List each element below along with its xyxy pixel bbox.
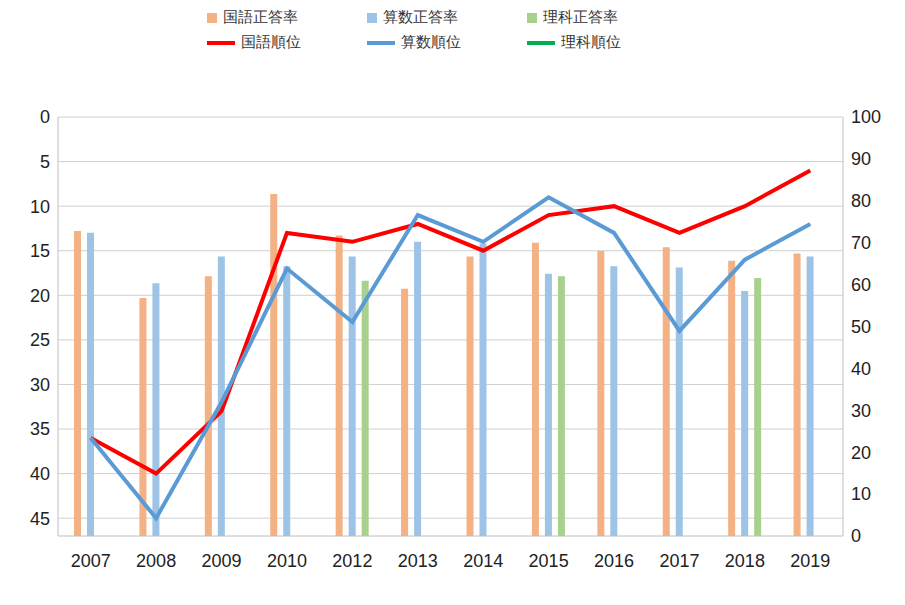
svg-text:2009: 2009 bbox=[202, 551, 242, 571]
html-text:算数正答率: 算数正答率 bbox=[382, 8, 458, 25]
svg-text:2013: 2013 bbox=[398, 551, 438, 571]
svg-text:5: 5 bbox=[40, 152, 50, 172]
svg-text:2012: 2012 bbox=[332, 551, 372, 571]
html-text:算数順位: 算数順位 bbox=[400, 33, 461, 50]
svg-text:30: 30 bbox=[30, 375, 50, 395]
svg-text:100: 100 bbox=[851, 107, 881, 127]
svg-text:2008: 2008 bbox=[136, 551, 176, 571]
svg-text:20: 20 bbox=[30, 286, 50, 306]
svg-text:10: 10 bbox=[851, 484, 871, 504]
svg-text:15: 15 bbox=[30, 241, 50, 261]
svg-text:60: 60 bbox=[851, 275, 871, 295]
html-text:国語順位: 国語順位 bbox=[240, 33, 301, 50]
svg-text:35: 35 bbox=[30, 419, 50, 439]
svg-text:90: 90 bbox=[851, 149, 871, 169]
svg-text:2007: 2007 bbox=[71, 551, 111, 571]
svg-text:2016: 2016 bbox=[594, 551, 634, 571]
svg-text:0: 0 bbox=[40, 107, 50, 127]
svg-text:40: 40 bbox=[851, 359, 871, 379]
svg-text:2015: 2015 bbox=[529, 551, 569, 571]
svg-text:25: 25 bbox=[30, 330, 50, 350]
svg-text:0: 0 bbox=[851, 526, 861, 546]
html-text:国語正答率: 国語正答率 bbox=[222, 8, 298, 25]
svg-text:30: 30 bbox=[851, 401, 871, 421]
svg-text:2017: 2017 bbox=[659, 551, 699, 571]
svg-text:80: 80 bbox=[851, 191, 871, 211]
html-text:理科正答率: 理科正答率 bbox=[542, 8, 618, 25]
svg-text:2010: 2010 bbox=[267, 551, 307, 571]
svg-text:20: 20 bbox=[851, 443, 871, 463]
html-text:理科順位: 理科順位 bbox=[560, 33, 621, 50]
svg-text:50: 50 bbox=[851, 317, 871, 337]
svg-text:2018: 2018 bbox=[725, 551, 765, 571]
svg-text:2014: 2014 bbox=[463, 551, 503, 571]
svg-text:40: 40 bbox=[30, 464, 50, 484]
svg-text:10: 10 bbox=[30, 197, 50, 217]
svg-text:2019: 2019 bbox=[790, 551, 830, 571]
svg-text:70: 70 bbox=[851, 233, 871, 253]
svg-text:45: 45 bbox=[30, 509, 50, 529]
